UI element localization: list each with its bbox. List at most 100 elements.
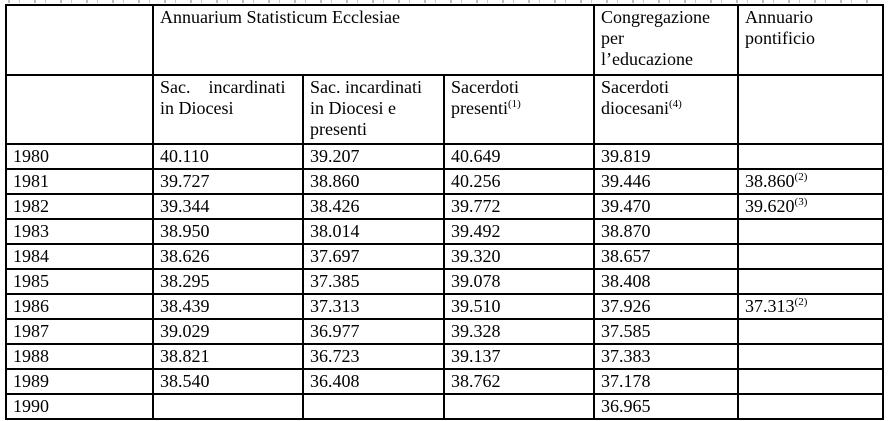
- sac-incardinati-presenti-cell: 37.385: [302, 268, 445, 295]
- sacerdoti-diocesani-cell: 37.926: [593, 293, 740, 320]
- annuario-pontificio-cell: [737, 143, 885, 170]
- corner-cell: [5, 4, 154, 76]
- empty-header-cell: [737, 74, 885, 145]
- annuario-value: 37.313: [745, 296, 795, 316]
- annuario-value: 38.860: [745, 171, 795, 191]
- sacerdoti-presenti-cell: 40.256: [442, 168, 596, 195]
- columns-header-row: Sac. incardinati in Diocesi Sac. incardi…: [5, 74, 885, 145]
- sac-incardinati-cell: 38.950: [152, 218, 304, 245]
- year-cell: 1982: [5, 193, 154, 220]
- annuario-pontificio-header: Annuario pontificio: [737, 4, 885, 76]
- year-cell: 1988: [5, 343, 154, 370]
- sac-incardinati-presenti-cell: 37.697: [302, 243, 445, 270]
- sacerdoti-diocesani-cell: 36.965: [593, 393, 740, 420]
- sacerdoti-diocesani-cell: 37.178: [593, 368, 740, 395]
- sac-incardinati-cell: 38.626: [152, 243, 304, 270]
- sac-incardinati-cell: 40.110: [152, 143, 304, 170]
- sac-incardinati-cell: 38.540: [152, 368, 304, 395]
- sacerdoti-diocesani-cell: 38.870: [593, 218, 740, 245]
- footnote-ref-4: (4): [669, 98, 682, 110]
- sacerdoti-presenti-cell: 39.328: [442, 318, 596, 345]
- year-cell: 1990: [5, 393, 154, 420]
- sac-incardinati-cell: 38.821: [152, 343, 304, 370]
- table-row-1985: 1985 38.295 37.385 39.078 38.408: [5, 268, 885, 295]
- sacerdoti-presenti-label: Sacerdoti presenti: [451, 77, 519, 118]
- sacerdoti-presenti-cell: 39.772: [442, 193, 596, 220]
- year-cell: 1983: [5, 218, 154, 245]
- sacerdoti-diocesani-cell: 39.446: [593, 168, 740, 195]
- annuario-pontificio-cell: [737, 393, 885, 420]
- table-row-1983: 1983 38.950 38.014 39.492 38.870: [5, 218, 885, 245]
- sac-incardinati-presenti-header: Sac. incardinati in Diocesi e presenti: [302, 74, 445, 145]
- annuarium-statisticum-header: Annuarium Statisticum Ecclesiae: [151, 4, 596, 76]
- cropped-text-remnant: [8, 0, 876, 3]
- sacerdoti-presenti-cell: 38.762: [442, 368, 596, 395]
- sacerdoti-diocesani-cell: 38.657: [593, 243, 740, 270]
- sac-incardinati-cell: 38.439: [152, 293, 304, 320]
- annuario-pontificio-cell: [737, 343, 885, 370]
- annuario-pontificio-cell: [737, 218, 885, 245]
- table-row-1988: 1988 38.821 36.723 39.137 37.383: [5, 343, 885, 370]
- sac-incardinati-cell: 39.727: [152, 168, 304, 195]
- year-cell: 1980: [5, 143, 154, 170]
- sac-incardinati-presenti-cell: 38.860: [302, 168, 445, 195]
- sacerdoti-diocesani-cell: 37.585: [593, 318, 740, 345]
- congregazione-educazione-header: Congregazione per l’educazione: [593, 4, 740, 76]
- priests-statistics-table: Annuarium Statisticum Ecclesiae Congrega…: [5, 4, 885, 420]
- annuario-pontificio-cell: [737, 368, 885, 395]
- sac-incardinati-cell: 39.344: [152, 193, 304, 220]
- sac-incardinati-cell: 39.029: [152, 318, 304, 345]
- table-row-1989: 1989 38.540 36.408 38.762 37.178: [5, 368, 885, 395]
- table-row-1981: 1981 39.727 38.860 40.256 39.446 38.860(…: [5, 168, 885, 195]
- table-row-1984: 1984 38.626 37.697 39.320 38.657: [5, 243, 885, 270]
- sacerdoti-presenti-cell: 40.649: [442, 143, 596, 170]
- sacerdoti-presenti-header: Sacerdoti presenti(1): [442, 74, 596, 145]
- footnote-ref: (2): [794, 296, 808, 308]
- year-cell: 1986: [5, 293, 154, 320]
- sacerdoti-presenti-cell: 39.137: [442, 343, 596, 370]
- table-row-1987: 1987 39.029 36.977 39.328 37.585: [5, 318, 885, 345]
- sac-incardinati-cell: [152, 393, 304, 420]
- table-row-1990: 1990 36.965: [5, 393, 885, 420]
- annuario-pontificio-cell: 39.620(3): [737, 193, 885, 220]
- sacerdoti-diocesani-cell: 38.408: [593, 268, 740, 295]
- sacerdoti-diocesani-label: Sacerdoti diocesani: [601, 77, 670, 118]
- sac-incardinati-presenti-cell: 38.014: [302, 218, 445, 245]
- sacerdoti-diocesani-cell: 39.470: [593, 193, 740, 220]
- sac-incardinati-cell: 38.295: [152, 268, 304, 295]
- sac-incardinati-header: Sac. incardinati in Diocesi: [152, 74, 304, 145]
- sacerdoti-diocesani-cell: 37.383: [593, 343, 740, 370]
- annuario-pontificio-cell: 38.860(2): [737, 168, 885, 195]
- table-row-1986: 1986 38.439 37.313 39.510 37.926 37.313(…: [5, 293, 885, 320]
- sacerdoti-presenti-cell: 39.320: [442, 243, 596, 270]
- sacerdoti-presenti-cell: 39.078: [442, 268, 596, 295]
- sacerdoti-diocesani-cell: 39.819: [593, 143, 740, 170]
- sac-incardinati-presenti-cell: 39.207: [302, 143, 445, 170]
- footnote-ref: (3): [794, 196, 808, 208]
- year-cell: 1981: [5, 168, 154, 195]
- annuario-pontificio-cell: [737, 268, 885, 295]
- year-cell: 1987: [5, 318, 154, 345]
- sac-incardinati-presenti-cell: 38.426: [302, 193, 445, 220]
- annuario-value: 39.620: [745, 196, 795, 216]
- table-row-1980: 1980 40.110 39.207 40.649 39.819: [5, 143, 885, 170]
- corner-cell: [5, 74, 154, 145]
- annuario-pontificio-cell: 37.313(2): [737, 293, 885, 320]
- sac-incardinati-presenti-cell: [302, 393, 445, 420]
- sources-header-row: Annuarium Statisticum Ecclesiae Congrega…: [5, 4, 885, 76]
- sac-incardinati-presenti-cell: 36.723: [302, 343, 445, 370]
- sac-incardinati-presenti-cell: 36.977: [302, 318, 445, 345]
- sac-incardinati-presenti-cell: 37.313: [302, 293, 445, 320]
- footnote-ref-1: (1): [507, 98, 521, 110]
- footnote-ref: (2): [794, 171, 808, 183]
- sacerdoti-diocesani-header: Sacerdoti diocesani(4): [593, 74, 740, 145]
- table-row-1982: 1982 39.344 38.426 39.772 39.470 39.620(…: [5, 193, 885, 220]
- annuario-pontificio-cell: [737, 243, 885, 270]
- sacerdoti-presenti-cell: 39.492: [442, 218, 596, 245]
- sacerdoti-presenti-cell: [442, 393, 596, 420]
- sac-incardinati-presenti-cell: 36.408: [302, 368, 445, 395]
- year-cell: 1984: [5, 243, 154, 270]
- year-cell: 1989: [5, 368, 154, 395]
- sacerdoti-presenti-cell: 39.510: [442, 293, 596, 320]
